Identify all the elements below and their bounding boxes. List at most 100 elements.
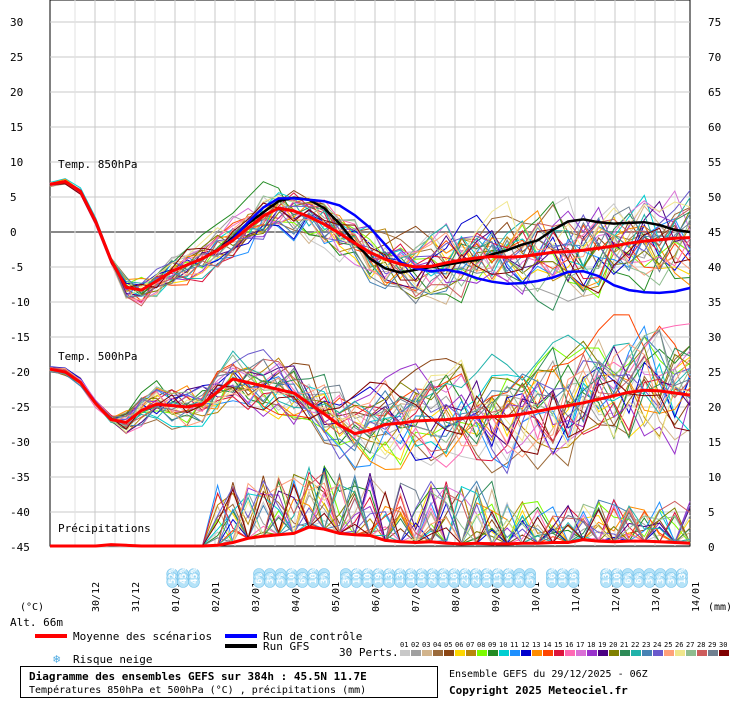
left-tick-label: -15 [10,331,30,344]
snow-risk-cell: 3% [665,568,677,588]
right-tick-label: 40 [708,261,721,274]
snow-flake-icon [676,576,688,588]
snow-risk-label: 23% [461,567,471,584]
snow-risk-label: 3% [526,573,536,584]
snow-risk-label: 16% [450,567,460,584]
pert-line-t500 [49,335,691,466]
snow-risk-cell: 3% [264,568,276,588]
copyright: Copyright 2025 Meteociel.fr [449,684,628,697]
snow-risk-label: 13% [494,567,504,584]
snow-risk-cell: 45% [177,567,189,588]
snow-risk-label: 45% [190,567,200,584]
legend-pert-swatch [488,650,498,656]
snow-risk-label: 10% [288,567,298,584]
legend-pert-swatch [422,650,432,656]
legend-pert-swatch [532,650,542,656]
legend-snow-label: Risque neige [73,653,152,666]
snow-risk-cell: 13% [676,567,688,588]
legend-pert-swatch [477,650,487,656]
run-info: Ensemble GEFS du 29/12/2025 - 06Z [449,669,648,680]
left-tick-label: -25 [10,401,30,414]
right-unit: (mm) [708,602,732,613]
snow-risk-cell: 10% [350,567,363,588]
snow-risk-cell: 3% [643,568,655,588]
snow-risk-cell: 13% [491,567,504,588]
right-tick-label: 35 [708,296,721,309]
snow-risk-label: 13% [678,567,688,584]
date-label: 06/01 [371,582,382,612]
snow-risk-cell: 13% [383,567,395,588]
legend-perts-label: 30 Perts. [339,646,399,659]
left-tick-label: 30 [10,16,23,29]
pert-line-t500 [49,340,691,420]
legend-pert-swatch [719,650,729,656]
legend-pert-swatch [686,650,696,656]
legend-pert-swatch [631,650,641,656]
pert-line-t500 [49,356,691,461]
snow-risk-cell: 10% [556,567,569,588]
mean-line-t850 [49,180,691,292]
right-tick-label: 20 [708,401,721,414]
snow-flake-icon [524,576,536,588]
snow-flake-icon [318,576,330,588]
legend-pert-swatch [433,650,443,656]
legend-pert-id: 21 [620,641,628,649]
legend-pert-id: 13 [532,641,540,649]
legend-pert-id: 12 [521,641,529,649]
right-tick-label: 65 [708,86,721,99]
mean-line-t500 [49,367,691,436]
snow-risk-label: 10% [363,567,373,584]
legend-pert-id: 10 [499,641,507,649]
pert-line-t850 [49,181,691,292]
date-label: 02/01 [211,582,222,612]
snow-risk-label: 16% [548,567,558,584]
legend-pert-swatch [664,650,674,656]
snow-risk-cell: 23% [459,567,471,588]
panel-label-t850: Temp. 850hPa [58,158,137,171]
snow-risk-cell: 13% [600,567,612,588]
date-label: 13/01 [651,582,662,612]
pert-line-t500 [49,369,691,462]
date-label: 07/01 [411,582,422,612]
snow-risk-cell: 23% [470,567,482,588]
left-tick-label: 15 [10,121,23,134]
snow-risk-label: 16% [418,567,428,584]
pert-line-t850 [49,181,691,301]
pert-line-t500 [49,345,691,445]
snow-risk-label: 6% [255,573,265,584]
legend-pert-swatch [697,650,707,656]
left-tick-label: 10 [10,156,23,169]
right-tick-label: 15 [708,436,721,449]
date-label: 01/01 [171,582,182,612]
snow-risk-cell: 16% [405,567,417,588]
snow-flake-icon [188,576,200,588]
legend-pert-swatch [609,650,619,656]
snow-flake-icon [567,576,580,588]
legend-control-label: Run de contrôle [263,630,362,643]
left-unit: (°C) [20,602,44,613]
legend-pert-swatch [411,650,421,656]
legend-pert-swatch [642,650,652,656]
legend-pert-id: 25 [664,641,672,649]
snow-risk-cell: 6% [296,568,308,588]
date-label: 09/01 [491,582,502,612]
legend-pert-swatch [455,650,465,656]
plot-border [49,0,691,547]
pert-line-t850 [49,183,691,294]
pert-line-t850 [49,183,691,296]
snow-risk-label: 3% [266,573,276,584]
date-label: 31/12 [131,582,142,612]
pert-line-t500 [49,359,691,456]
snow-risk-label: 6% [298,573,308,584]
right-tick-label: 50 [708,191,721,204]
snow-risk-cell: 16% [502,567,514,588]
snow-risk-cell: 19% [372,567,384,588]
snow-risk-label: 52% [168,567,178,584]
left-tick-label: 20 [10,86,23,99]
legend-pert-id: 26 [675,641,683,649]
snow-risk-cell: 10% [480,567,493,588]
pert-line-t500 [49,366,691,471]
pert-line-t500 [49,329,691,447]
right-tick-label: 55 [708,156,721,169]
snow-risk-cell: 3% [339,568,352,588]
